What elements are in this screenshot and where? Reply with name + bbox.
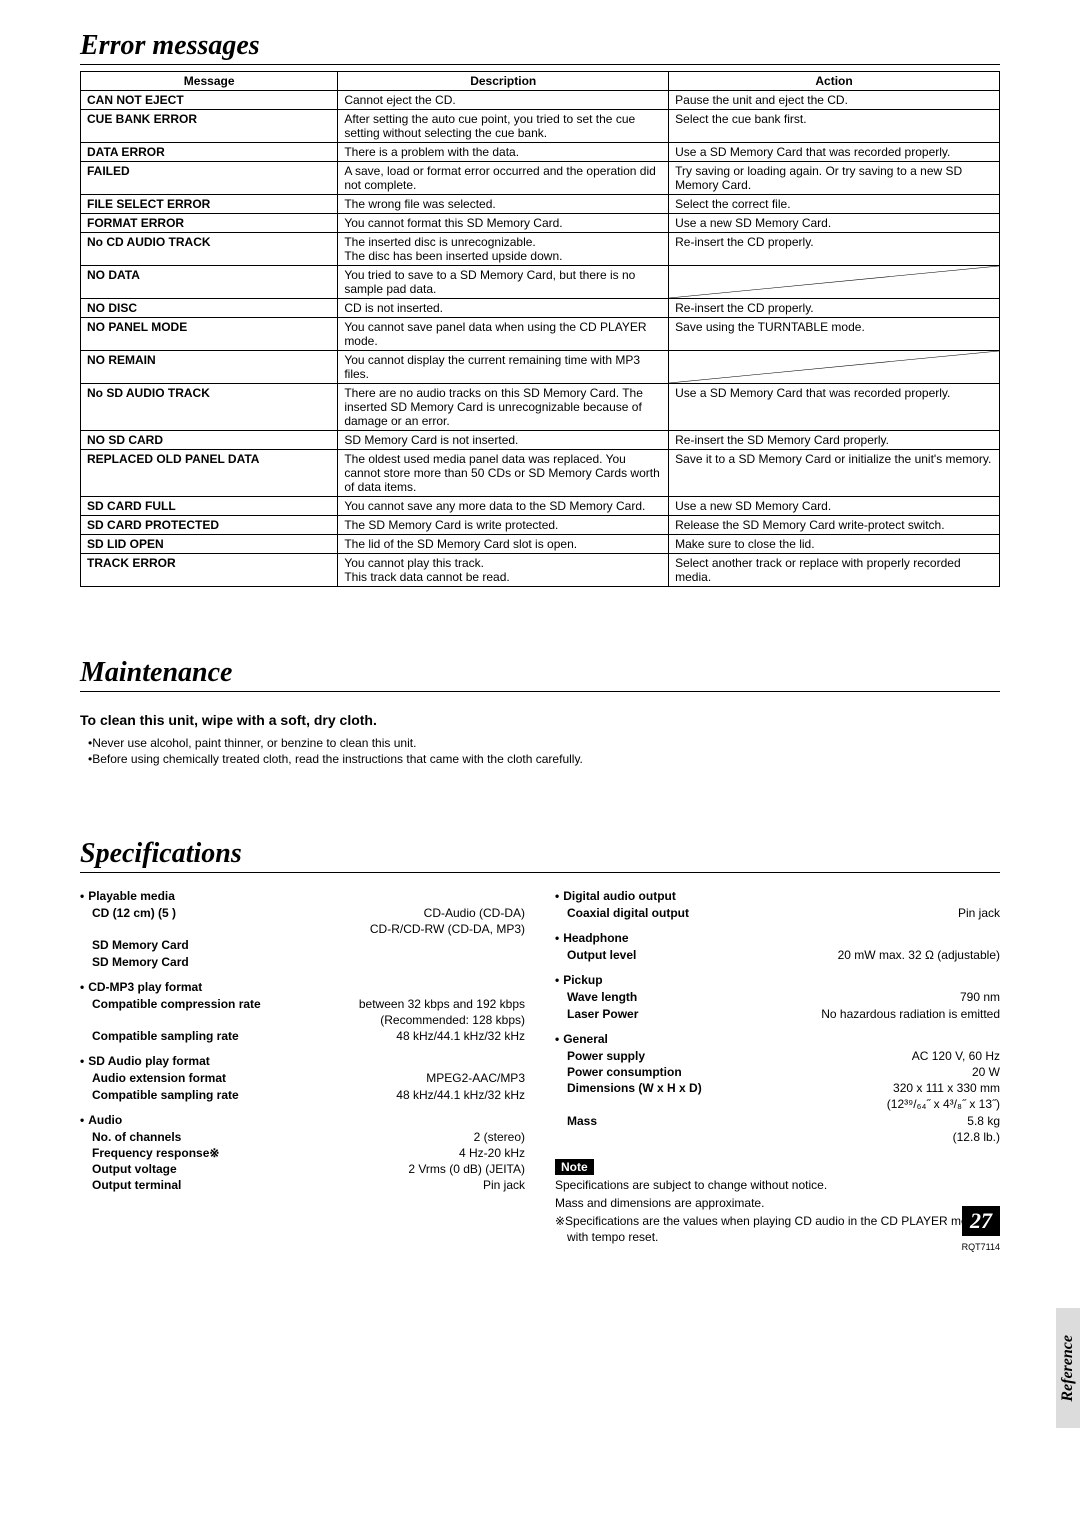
errors-title: Error messages [80, 30, 1000, 65]
spec-group: Audio [80, 1113, 525, 1127]
spec-row: SD Memory Card [92, 937, 525, 953]
spec-row: CD-R/CD-RW (CD-DA, MP3) [92, 921, 525, 937]
spec-row: Audio extension formatMPEG2-AAC/MP3 [92, 1070, 525, 1086]
spec-group: Headphone [555, 931, 1000, 945]
spec-group: Playable media [80, 889, 525, 903]
spec-group: CD-MP3 play format [80, 980, 525, 994]
page-number: 27 [962, 1206, 1000, 1236]
table-row: FAILED [81, 162, 338, 195]
spec-row: Compatible compression ratebetween 32 kb… [92, 996, 525, 1012]
table-row: No SD AUDIO TRACK [81, 384, 338, 431]
specs-title: Specifications [80, 838, 1000, 873]
table-row: SD CARD PROTECTED [81, 516, 338, 535]
table-row: NO SD CARD [81, 431, 338, 450]
spec-row: Output voltage2 Vrms (0 dB) (JEITA) [92, 1161, 525, 1177]
spec-row: No. of channels2 (stereo) [92, 1129, 525, 1145]
spec-group: SD Audio play format [80, 1054, 525, 1068]
table-row: No CD AUDIO TRACK [81, 233, 338, 266]
spec-row: Wave length790 nm [567, 989, 1000, 1005]
table-row: DATA ERROR [81, 143, 338, 162]
spec-row: Laser PowerNo hazardous radiation is emi… [567, 1006, 1000, 1022]
table-row: NO DISC [81, 299, 338, 318]
spec-row: Coaxial digital outputPin jack [567, 905, 1000, 921]
col-description: Description [338, 72, 669, 91]
spec-row: (Recommended: 128 kbps) [92, 1012, 525, 1028]
note-badge: Note [555, 1159, 594, 1175]
side-tab: Reference [1056, 1308, 1080, 1428]
spec-row: Output terminalPin jack [92, 1177, 525, 1193]
table-row: REPLACED OLD PANEL DATA [81, 450, 338, 497]
table-row: NO DATA [81, 266, 338, 299]
note-line: Mass and dimensions are approximate. [555, 1195, 1000, 1211]
maint-line: •Never use alcohol, paint thinner, or be… [88, 736, 1000, 750]
table-row: CAN NOT EJECT [81, 91, 338, 110]
error-table: Message Description Action CAN NOT EJECT… [80, 71, 1000, 587]
spec-row: Frequency response※4 Hz-20 kHz [92, 1145, 525, 1161]
table-row: SD CARD FULL [81, 497, 338, 516]
spec-row: Compatible sampling rate48 kHz/44.1 kHz/… [92, 1087, 525, 1103]
col-message: Message [81, 72, 338, 91]
maint-title: Maintenance [80, 657, 1000, 692]
spec-row: Output level20 mW max. 32 Ω (adjustable) [567, 947, 1000, 963]
spec-row: Dimensions (W x H x D)320 x 111 x 330 mm [567, 1080, 1000, 1096]
maint-line: •Before using chemically treated cloth, … [88, 752, 1000, 766]
footer-code: RQT7114 [962, 1242, 1000, 1252]
spec-group: General [555, 1032, 1000, 1046]
table-row: TRACK ERROR [81, 554, 338, 587]
spec-group: Pickup [555, 973, 1000, 987]
spec-group: Digital audio output [555, 889, 1000, 903]
note-line: ※Specifications are the values when play… [555, 1213, 1000, 1245]
spec-row: (12³⁹/₆₄˝ x 4³/₈˝ x 13˝) [567, 1096, 1000, 1112]
table-row: NO REMAIN [81, 351, 338, 384]
spec-row: Power consumption20 W [567, 1064, 1000, 1080]
spec-row: CD (12 cm) (5 )CD-Audio (CD-DA) [92, 905, 525, 921]
spec-row: Compatible sampling rate48 kHz/44.1 kHz/… [92, 1028, 525, 1044]
note-line: Specifications are subject to change wit… [555, 1177, 1000, 1193]
spec-row: Mass5.8 kg [567, 1113, 1000, 1129]
maint-subtitle: To clean this unit, wipe with a soft, dr… [80, 712, 1000, 728]
table-row: CUE BANK ERROR [81, 110, 338, 143]
table-row: FILE SELECT ERROR [81, 195, 338, 214]
spec-row: Power supplyAC 120 V, 60 Hz [567, 1048, 1000, 1064]
col-action: Action [669, 72, 1000, 91]
table-row: FORMAT ERROR [81, 214, 338, 233]
table-row: SD LID OPEN [81, 535, 338, 554]
spec-row: (12.8 lb.) [567, 1129, 1000, 1145]
table-row: NO PANEL MODE [81, 318, 338, 351]
